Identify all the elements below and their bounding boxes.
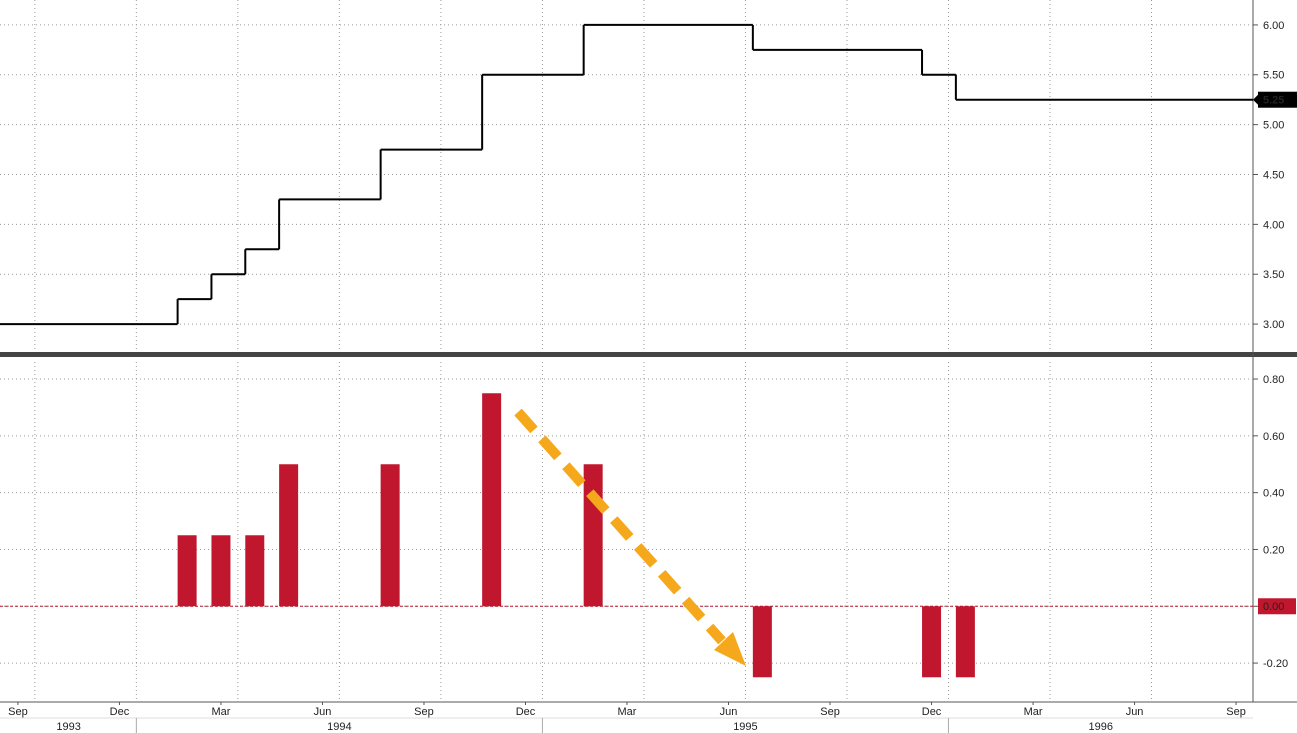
y-tick-label: 6.00 [1263,20,1284,32]
bar [279,464,299,607]
bar [752,606,772,678]
bar [380,464,400,607]
y-tick-label: 4.00 [1263,219,1284,231]
x-tick-label: Sep [414,706,434,718]
y-tick-label: -0.20 [1263,658,1288,670]
year-label: 1996 [1088,721,1112,733]
x-tick-label: Jun [720,706,738,718]
y-tick-label: 0.60 [1263,431,1284,443]
trend-arrow [514,408,746,666]
bar [955,606,975,678]
bar [177,535,197,607]
y-tick-label: 5.00 [1263,120,1284,132]
bar [211,535,231,607]
arrow-shaft [514,408,726,645]
last-value-pointer [1253,93,1259,106]
bar [922,606,942,678]
zero-tag [1258,598,1296,615]
bar [245,535,265,607]
x-tick-label: Mar [618,706,637,718]
x-tick-label: Mar [211,706,230,718]
y-tick-label: 0.80 [1263,374,1284,386]
y-tick-label: 4.50 [1263,169,1284,181]
x-tick-label: Jun [1126,706,1144,718]
last-value-tag [1258,91,1297,108]
y-tick-label: 0.40 [1263,488,1284,500]
y-tick-label: 3.50 [1263,269,1284,281]
y-tick-label: 3.00 [1263,319,1284,331]
x-tick-label: Sep [820,706,840,718]
year-label: 1995 [733,721,757,733]
panel-divider [0,352,1297,357]
x-tick-label: Mar [1024,706,1043,718]
year-label: 1993 [56,721,80,733]
x-tick-label: Dec [516,706,536,718]
last-value-label: 5.25 [1263,95,1284,107]
y-tick-label: 5.50 [1263,70,1284,82]
year-label: 1994 [327,721,351,733]
arrow-head [714,632,746,666]
x-tick-label: Sep [1226,706,1246,718]
x-tick-label: Dec [922,706,942,718]
bar [482,393,502,607]
x-tick-label: Dec [110,706,130,718]
x-tick-label: Jun [314,706,332,718]
x-tick-label: Sep [8,706,28,718]
y-tick-label: 0.20 [1263,544,1284,556]
y-tick-label: 0.00 [1263,601,1284,613]
bar [583,464,603,607]
